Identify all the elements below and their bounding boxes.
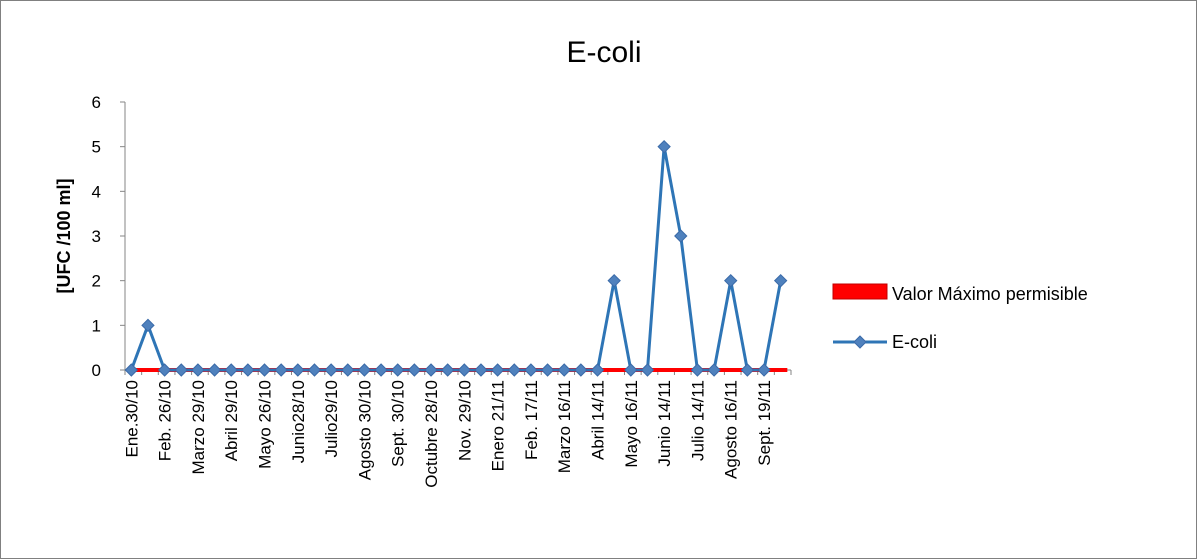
- legend: Valor Máximo permisible E-coli: [832, 283, 1088, 352]
- ecoli-point: [707, 363, 721, 377]
- x-tick-label: Octubre 28/10: [422, 380, 441, 488]
- ecoli-point: [357, 363, 372, 377]
- ecoli-point: [740, 363, 755, 377]
- x-tick-label: Nov. 29/10: [455, 380, 474, 461]
- ecoli-series-line: [129, 145, 783, 372]
- x-tick-label: Feb. 26/10: [156, 380, 175, 461]
- ecoli-point: [391, 363, 405, 377]
- ecoli-point: [407, 363, 422, 377]
- x-tick-label: Sept. 19/11: [755, 380, 774, 466]
- ecoli-point: [307, 363, 322, 377]
- ecoli-point: [191, 363, 205, 377]
- ecoli-point: [291, 363, 305, 377]
- ecoli-point: [557, 363, 571, 377]
- ecoli-point: [607, 273, 621, 288]
- x-tick-label: Mayo 16/11: [622, 380, 641, 468]
- y-tick-label: 1: [92, 316, 101, 335]
- ecoli-point: [640, 363, 655, 377]
- x-tick-label: Marzo 16/11: [555, 380, 574, 473]
- legend-label-limit: Valor Máximo permisible: [892, 284, 1088, 304]
- x-tick-label: Enero 21/11: [489, 380, 508, 471]
- ecoli-point: [524, 363, 538, 377]
- ecoli-point: [490, 363, 505, 377]
- ecoli-point: [773, 273, 788, 288]
- plot-area: 0 1 2 3 4 5 6 Ene.30/10 Feb. 26/10 Marzo 29/10 Abr…: [92, 93, 792, 488]
- legend-swatch-ecoli-marker: [853, 335, 867, 349]
- ecoli-point: [457, 363, 472, 377]
- ecoli-point: [657, 139, 671, 154]
- x-tick-label: Mayo 26/10: [256, 380, 275, 469]
- ecoli-point: [690, 363, 705, 377]
- ecoli-point: [241, 363, 255, 377]
- chart-title: E-coli: [566, 36, 641, 69]
- x-tick-label: Junio 14/11: [655, 380, 674, 467]
- x-tick-label: Ene.30/10: [122, 380, 141, 458]
- ecoli-point: [724, 273, 738, 288]
- x-tick-label: Julio 14/11: [688, 380, 707, 461]
- y-axis-label: [UFC /100 ml]: [54, 178, 74, 293]
- y-tick-label: 0: [92, 361, 101, 380]
- ecoli-point: [174, 363, 188, 377]
- x-tick-label: Marzo 29/10: [189, 380, 208, 475]
- x-tick-label: Junio28/10: [289, 380, 308, 463]
- y-tick-label: 6: [92, 93, 101, 112]
- y-tick-label: 4: [92, 182, 101, 201]
- ecoli-point: [257, 363, 272, 377]
- ecoli-point: [157, 363, 172, 377]
- ecoli-point: [440, 363, 455, 377]
- ecoli-point: [574, 363, 588, 377]
- x-tick-label: Abril 14/11: [589, 380, 608, 460]
- x-tick-label: Sept. 30/10: [389, 380, 408, 467]
- ecoli-point: [507, 363, 521, 377]
- x-tick-label: Feb. 17/11: [522, 380, 541, 460]
- ecoli-point: [590, 363, 605, 377]
- legend-label-ecoli: E-coli: [892, 332, 937, 352]
- ecoli-point: [374, 363, 388, 377]
- x-tick-label: Agosto 16/11: [722, 380, 741, 479]
- y-tick-label: 5: [92, 138, 101, 157]
- ecoli-point: [757, 363, 771, 377]
- ecoli-point: [624, 363, 638, 377]
- x-tick-label: Agosto 30/10: [355, 380, 374, 480]
- legend-swatch-limit: [832, 283, 888, 300]
- ecoli-point: [474, 363, 488, 377]
- ecoli-point: [274, 363, 288, 377]
- ecoli-point: [224, 363, 238, 377]
- ecoli-point: [424, 363, 438, 377]
- x-tick-label: Abril 29/10: [222, 380, 241, 461]
- ecoli-point: [207, 363, 222, 377]
- y-tick-label: 2: [92, 272, 101, 291]
- y-tick-label: 3: [92, 227, 101, 246]
- ecoli-point: [141, 318, 155, 333]
- ecoli-point: [124, 363, 139, 377]
- ecoli-point: [540, 363, 555, 377]
- ecoli-point: [674, 229, 688, 243]
- ecoli-point: [324, 363, 338, 377]
- x-tick-label: Julio29/10: [322, 380, 341, 458]
- ecoli-point: [341, 363, 355, 377]
